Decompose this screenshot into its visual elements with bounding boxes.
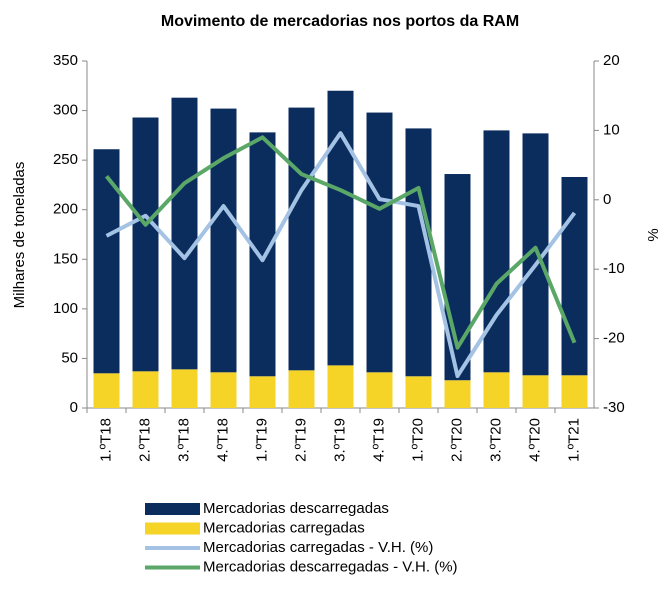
legend-label: Mercadorias carregadas xyxy=(203,519,365,536)
x-tick-label: 3.ºT20 xyxy=(487,418,504,462)
y-tick-label: 350 xyxy=(53,52,78,69)
y2-tick-label: 20 xyxy=(603,52,620,69)
bar xyxy=(483,372,510,408)
legend-label: Mercadorias descarregadas xyxy=(203,500,389,517)
legend-label: Mercadorias carregadas - V.H. (%) xyxy=(203,539,433,556)
bar xyxy=(561,375,588,408)
y-tick-label: 300 xyxy=(53,102,78,119)
x-tick-label: 1.ºT21 xyxy=(565,418,582,462)
bar xyxy=(132,117,159,372)
y-tick-label: 150 xyxy=(53,250,78,267)
line-series xyxy=(105,131,577,379)
legend-swatch xyxy=(145,522,200,535)
x-tick-label: 4.ºT19 xyxy=(370,418,387,462)
bar xyxy=(288,107,315,371)
bar xyxy=(444,380,471,408)
x-tick-label: 1.ºT19 xyxy=(253,418,270,462)
line-series xyxy=(104,135,577,350)
bar xyxy=(93,149,120,374)
bar xyxy=(249,376,276,408)
y-axis-label: Milhares de toneladas xyxy=(11,162,28,309)
x-tick-label: 3.ºT18 xyxy=(175,418,192,462)
y-tick-label: 0 xyxy=(70,399,78,416)
bar xyxy=(249,132,276,377)
chart-title: Movimento de mercadorias nos portos da R… xyxy=(161,13,519,30)
y-tick-label: 200 xyxy=(53,201,78,218)
x-tick-label: 3.ºT19 xyxy=(331,418,348,462)
legend-label: Mercadorias descarregadas - V.H. (%) xyxy=(203,558,458,575)
y-tick-label: 250 xyxy=(53,151,78,168)
y2-tick-label: -10 xyxy=(603,260,625,277)
bar xyxy=(366,112,393,373)
x-tick-label: 1.ºT20 xyxy=(409,418,426,462)
bar xyxy=(210,108,237,373)
bar xyxy=(288,370,315,408)
bar xyxy=(522,375,549,408)
x-tick-label: 4.ºT18 xyxy=(214,418,231,462)
y2-tick-label: -30 xyxy=(603,399,625,416)
y-tick-label: 100 xyxy=(53,300,78,317)
bar xyxy=(210,372,237,408)
bar xyxy=(366,372,393,408)
bar xyxy=(171,369,198,408)
bar xyxy=(327,365,354,408)
bar xyxy=(483,130,510,373)
bar xyxy=(132,371,159,408)
y2-tick-label: 0 xyxy=(603,191,611,208)
x-tick-label: 2.ºT19 xyxy=(292,418,309,462)
bar xyxy=(93,373,120,408)
y2-tick-label: -20 xyxy=(603,330,625,347)
legend-swatch xyxy=(145,503,200,515)
x-tick-label: 2.ºT18 xyxy=(136,418,153,462)
y2-tick-label: 10 xyxy=(603,121,620,138)
bar xyxy=(405,376,432,408)
y-tick-label: 50 xyxy=(61,349,78,366)
bar xyxy=(561,176,588,376)
x-tick-label: 4.ºT20 xyxy=(526,418,543,462)
bar xyxy=(171,97,198,370)
x-tick-label: 2.ºT20 xyxy=(448,418,465,462)
y2-axis-label: % xyxy=(645,228,662,241)
x-tick-label: 1.ºT18 xyxy=(97,418,114,462)
